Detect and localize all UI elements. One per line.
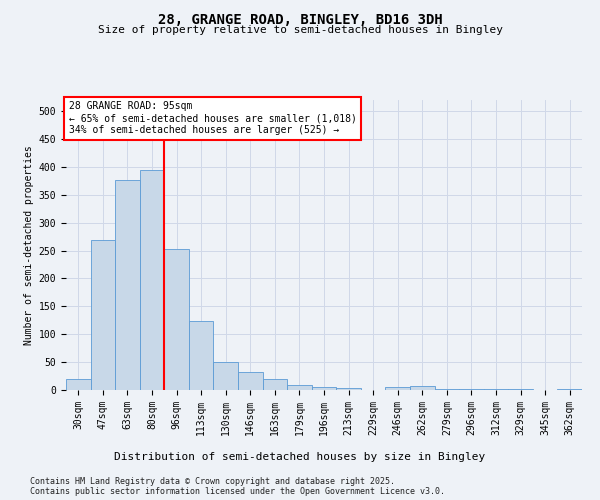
Bar — [164, 250, 189, 390]
Y-axis label: Number of semi-detached properties: Number of semi-detached properties — [25, 145, 34, 345]
Text: 28 GRANGE ROAD: 95sqm
← 65% of semi-detached houses are smaller (1,018)
34% of s: 28 GRANGE ROAD: 95sqm ← 65% of semi-deta… — [68, 102, 356, 134]
Text: Contains public sector information licensed under the Open Government Licence v3: Contains public sector information licen… — [30, 486, 445, 496]
Bar — [459, 389, 484, 390]
Text: Contains HM Land Registry data © Crown copyright and database right 2025.: Contains HM Land Registry data © Crown c… — [30, 476, 395, 486]
Bar — [312, 386, 336, 390]
Text: 28, GRANGE ROAD, BINGLEY, BD16 3DH: 28, GRANGE ROAD, BINGLEY, BD16 3DH — [158, 12, 442, 26]
Bar — [484, 389, 508, 390]
Bar — [336, 388, 361, 390]
Bar — [385, 387, 410, 390]
Bar — [140, 170, 164, 390]
Bar — [557, 389, 582, 390]
Text: Size of property relative to semi-detached houses in Bingley: Size of property relative to semi-detach… — [97, 25, 503, 35]
Bar — [91, 240, 115, 390]
Bar — [238, 372, 263, 390]
Bar — [115, 180, 140, 390]
Bar — [214, 362, 238, 390]
Bar — [189, 321, 214, 390]
Bar — [410, 386, 434, 390]
Bar — [263, 380, 287, 390]
Bar — [66, 380, 91, 390]
Text: Distribution of semi-detached houses by size in Bingley: Distribution of semi-detached houses by … — [115, 452, 485, 462]
Bar — [287, 385, 312, 390]
